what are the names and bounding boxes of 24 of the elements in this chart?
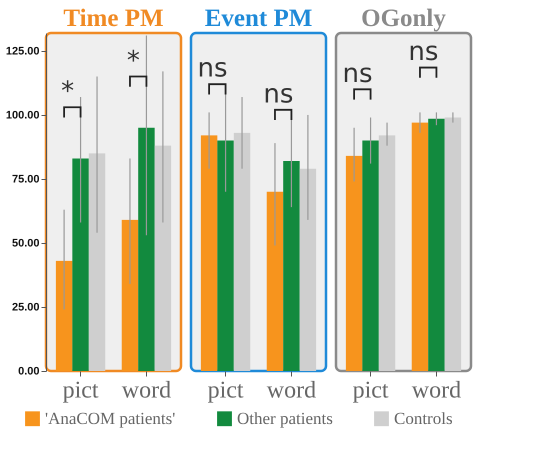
- legend-label: Other patients: [237, 408, 333, 428]
- annotation: ns: [263, 79, 294, 110]
- chart-title: Time PM: [63, 5, 164, 32]
- x-tick-label: word: [122, 378, 172, 404]
- y-tick-label: 100.00: [6, 109, 40, 122]
- x-tick-label: word: [266, 378, 316, 404]
- x-tick-label: pict: [208, 378, 244, 404]
- legend-label: Controls: [394, 408, 453, 428]
- y-tick-label: 75.00: [12, 173, 40, 186]
- legend-label: 'AnaCOM patients': [45, 408, 176, 428]
- annotation: *: [126, 46, 140, 76]
- annotation: *: [61, 76, 74, 107]
- y-tick-label: 50.00: [12, 237, 40, 250]
- x-tick-label: pict: [62, 378, 99, 404]
- y-tick-label: 0.00: [18, 366, 40, 378]
- y-tick-label: 125.00: [6, 45, 40, 58]
- y-tick-label: 25.00: [12, 301, 40, 314]
- x-tick-label: word: [412, 378, 462, 404]
- chart-title: OGonly: [361, 5, 446, 32]
- chart-title: Event PM: [204, 5, 312, 32]
- annotation: ns: [408, 37, 438, 68]
- annotation: ns: [342, 58, 373, 89]
- annotation: ns: [198, 54, 228, 84]
- x-tick-label: pict: [352, 378, 389, 404]
